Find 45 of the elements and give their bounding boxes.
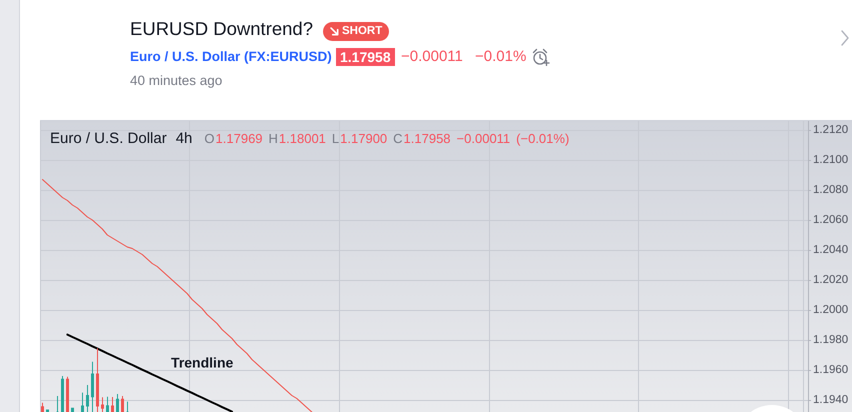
candlestick xyxy=(106,396,109,412)
annotation: L xyxy=(332,130,340,148)
text: −0.01% xyxy=(475,48,526,66)
candlestick xyxy=(61,376,64,412)
y-tick-label: 1.2040 xyxy=(813,244,848,256)
candlestick xyxy=(101,396,104,412)
y-tick-label: 1.2080 xyxy=(813,184,848,196)
annotation: Euro / U.S. Dollar xyxy=(50,130,167,148)
y-tick-label: 1.2060 xyxy=(813,214,848,226)
candlestick xyxy=(121,395,124,412)
line-series xyxy=(66,334,233,412)
candlestick xyxy=(81,392,84,412)
y-tick-label: 1.2000 xyxy=(813,304,848,316)
line-series xyxy=(42,179,312,412)
candlestick xyxy=(66,376,69,412)
annotation: 1.18001 xyxy=(278,130,326,148)
y-tick-label: 1.1960 xyxy=(813,364,848,376)
text: −0.00011 xyxy=(401,48,463,66)
annotation: −0.00011 xyxy=(456,130,510,148)
text: 1.17958 xyxy=(336,48,395,66)
annotation: (−0.01%) xyxy=(516,130,570,148)
y-tick-label: 1.1980 xyxy=(813,334,848,346)
candlestick xyxy=(111,396,114,412)
y-tick-label: 1.1940 xyxy=(813,394,848,406)
annotation: 1.17900 xyxy=(340,130,388,148)
chart-title: EURUSD Downtrend? xyxy=(130,17,314,41)
annotation: H xyxy=(268,130,278,148)
candlestick xyxy=(71,407,74,412)
annotation: 1.17969 xyxy=(216,130,263,148)
annotation: O xyxy=(204,130,215,148)
candlestick xyxy=(86,384,89,412)
annotation: 1.17958 xyxy=(404,130,451,148)
text: SHORT xyxy=(342,24,382,39)
text: 40 minutes ago xyxy=(130,72,222,90)
annotation: 4h xyxy=(176,130,192,148)
candlestick xyxy=(116,394,119,412)
candlestick xyxy=(96,348,99,412)
candlestick xyxy=(41,402,44,412)
series-label: Trendline xyxy=(171,354,234,371)
y-tick-label: 1.2100 xyxy=(813,154,848,166)
candlestick xyxy=(91,361,94,412)
annotation: C xyxy=(393,130,403,148)
chart-subtitle: Euro / U.S. Dollar (FX:EURUSD) xyxy=(130,48,332,66)
y-tick-label: 1.2120 xyxy=(813,124,848,136)
y-tick-label: 1.2020 xyxy=(813,274,848,286)
